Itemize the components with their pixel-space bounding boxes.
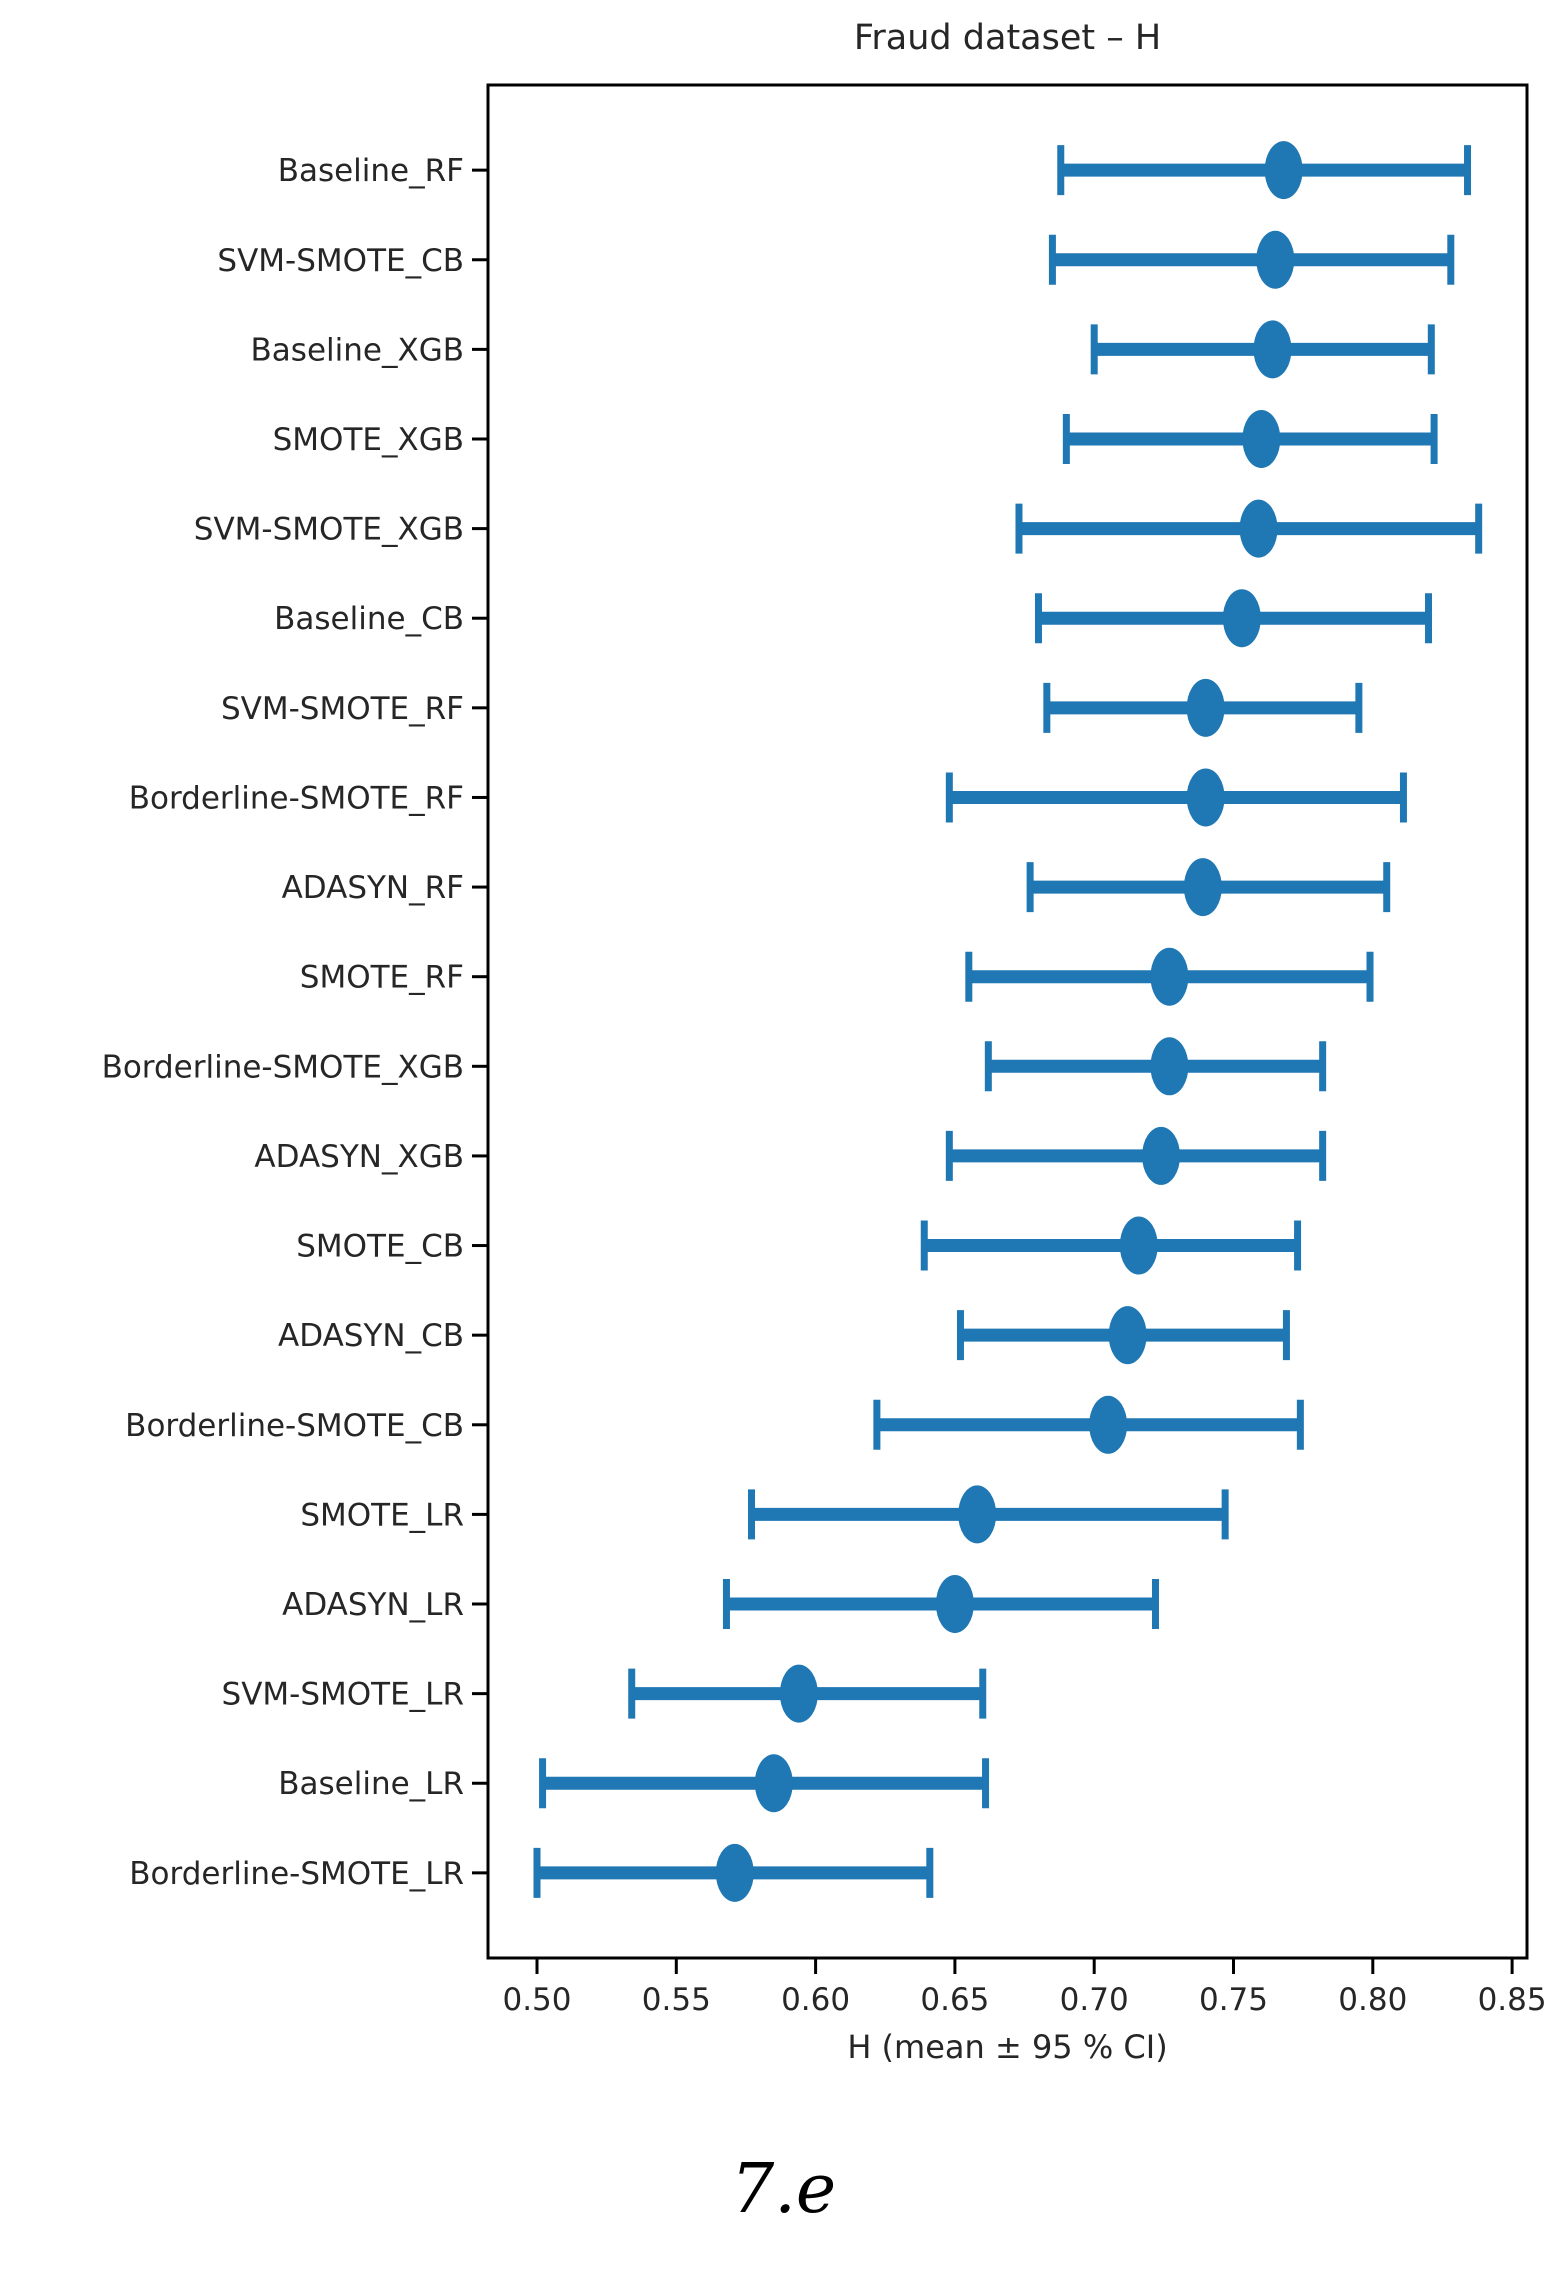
y-tick-label: ADASYN_RF (282, 870, 464, 906)
y-tick-label: SMOTE_CB (296, 1229, 464, 1265)
y-tick-label: ADASYN_LR (282, 1587, 464, 1623)
mean-marker (935, 1575, 974, 1634)
mean-marker (1150, 947, 1189, 1006)
mean-marker (1264, 141, 1303, 200)
mean-marker (958, 1485, 997, 1544)
x-tick-label: 0.65 (920, 1982, 989, 2018)
x-tick-label: 0.75 (1199, 1982, 1268, 2018)
chart-title: Fraud dataset – H (853, 18, 1162, 58)
y-tick-label: Borderline-SMOTE_CB (125, 1408, 464, 1444)
x-tick-label: 0.50 (502, 1982, 571, 2018)
y-tick-label: SVM-SMOTE_XGB (194, 512, 464, 548)
mean-marker (754, 1754, 793, 1813)
y-tick-label: SVM-SMOTE_LR (222, 1677, 464, 1713)
mean-marker (1253, 320, 1292, 379)
mean-marker (1150, 1037, 1189, 1096)
y-tick-label: Baseline_CB (274, 601, 464, 637)
mean-marker (1183, 858, 1222, 917)
mean-marker (1186, 768, 1225, 827)
mean-marker (1256, 230, 1295, 289)
mean-marker (1119, 1216, 1158, 1275)
error-bar-plot: Baseline_RF SVM-SMOTE_CB Baseline_XGB SMOTE… (102, 83, 1547, 2018)
figure-caption: 7.e (730, 2150, 837, 2229)
x-tick-label: 0.55 (642, 1982, 711, 2018)
y-tick-label: SMOTE_RF (300, 960, 464, 996)
mean-marker (1239, 499, 1278, 558)
mean-marker (779, 1664, 818, 1723)
y-tick-label: Baseline_LR (278, 1766, 464, 1802)
x-tick-label: 0.60 (781, 1982, 850, 2018)
y-tick-label: Borderline-SMOTE_XGB (102, 1049, 464, 1085)
mean-marker (1089, 1395, 1128, 1454)
y-tick-label: Borderline-SMOTE_LR (129, 1856, 464, 1892)
mean-marker (715, 1843, 754, 1902)
x-tick-label: 0.85 (1478, 1982, 1547, 2018)
y-tick-label: Borderline-SMOTE_RF (129, 780, 464, 816)
y-tick-label: ADASYN_XGB (254, 1139, 464, 1175)
x-tick-label: 0.80 (1338, 1982, 1407, 2018)
plot-border (486, 83, 1529, 1960)
y-tick-label: ADASYN_CB (278, 1318, 464, 1354)
mean-marker (1142, 1126, 1181, 1185)
y-tick-label: SMOTE_XGB (273, 422, 464, 458)
y-tick-label: Baseline_XGB (251, 332, 464, 368)
mean-marker (1186, 678, 1225, 737)
y-tick-label: Baseline_RF (278, 153, 464, 189)
y-tick-label: SMOTE_LR (300, 1497, 464, 1533)
mean-marker (1108, 1306, 1147, 1365)
mean-marker (1242, 409, 1281, 468)
y-tick-label: SVM-SMOTE_CB (217, 243, 464, 279)
x-tick-label: 0.70 (1060, 1982, 1129, 2018)
x-axis-label: H (mean ± 95 % CI) (847, 2028, 1168, 2066)
mean-marker (1222, 589, 1261, 648)
y-tick-label: SVM-SMOTE_RF (221, 691, 464, 727)
